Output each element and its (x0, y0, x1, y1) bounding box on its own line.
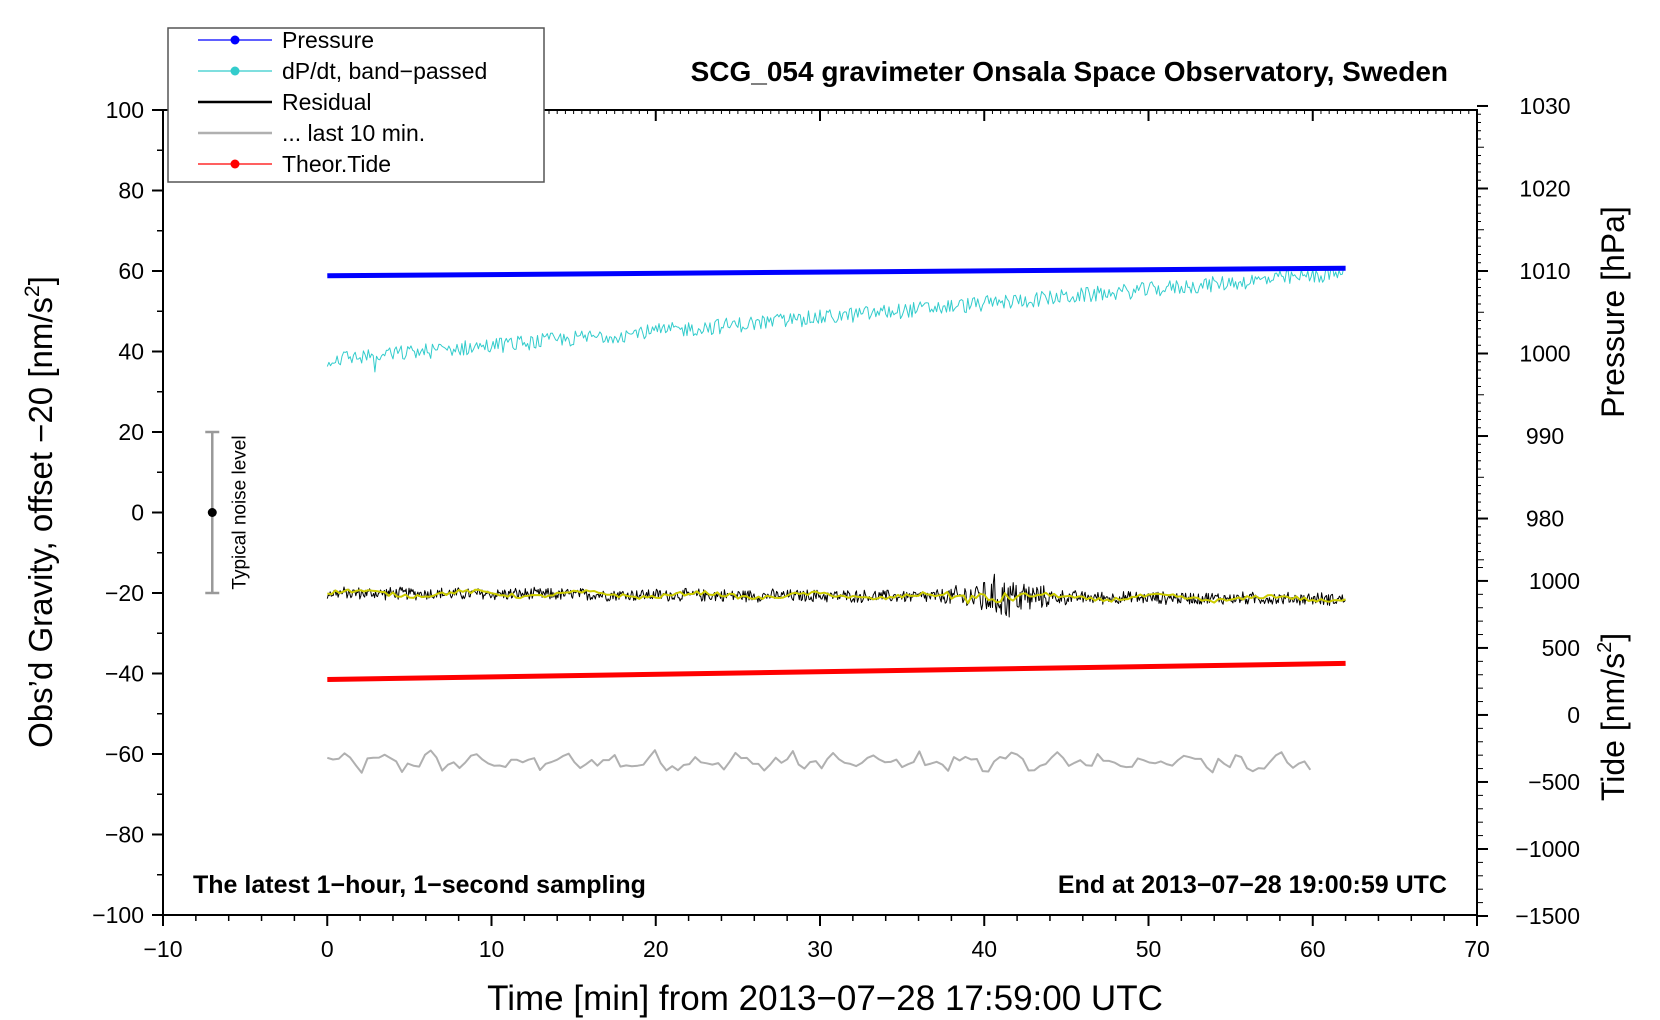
legend-swatch-marker (230, 159, 240, 169)
x-tick-label: 10 (479, 936, 505, 962)
x-tick-label: 70 (1464, 936, 1490, 962)
x-tick-label: 40 (971, 936, 997, 962)
series-dpdt (326, 265, 1345, 373)
left-axis-label-main: Obs’d Gravity, offset −20 [nm/s (22, 297, 59, 748)
chart-title: SCG_054 gravimeter Onsala Space Observat… (691, 56, 1448, 87)
y-tick-label: 100 (106, 97, 144, 123)
plot-frame (162, 109, 1478, 916)
series-theor-tide (327, 660, 1346, 682)
tick-labels: −10 0 10 20 30 40 50 60 70100806040200−20−40−60−… (92, 93, 1580, 962)
legend-label: Residual (282, 89, 372, 115)
tide-axis-label-sup: 2 (1594, 642, 1616, 653)
pressure-tick-label: 990 (1526, 423, 1564, 449)
data-series (326, 265, 1346, 774)
noise-indicator: Typical noise level (205, 430, 250, 595)
noise-center-dot (207, 508, 217, 517)
x-tick-label: 60 (1300, 936, 1326, 962)
y-tick-label: −80 (105, 822, 144, 848)
tide-tick-label: −1500 (1515, 903, 1580, 929)
left-axis-label-end: ] (22, 276, 59, 285)
tide-axis-label-main: Tide [nm/s (1595, 653, 1631, 801)
x-tick-label: 30 (807, 936, 833, 962)
tide-tick-label: −500 (1528, 769, 1580, 795)
tide-axis-label-end: ] (1595, 633, 1631, 642)
end-time-annotation: End at 2013−07−28 19:00:59 UTC (1058, 871, 1447, 899)
legend-swatch-marker (230, 66, 240, 76)
legend-label: ... last 10 min. (282, 120, 425, 146)
pressure-tick-label: 1030 (1519, 93, 1570, 119)
noise-indicator-label: Typical noise level (229, 435, 250, 589)
y-tick-label: 40 (118, 339, 144, 365)
legend-label: Theor.Tide (282, 151, 391, 177)
x-tick-label: 0 (321, 936, 334, 962)
pressure-tick-label: 1010 (1519, 258, 1570, 284)
tide-tick-label: 500 (1542, 635, 1580, 661)
sampling-annotation: The latest 1−hour, 1−second sampling (193, 871, 646, 899)
y-tick-label: 60 (118, 258, 144, 284)
y-tick-label: 0 (131, 500, 144, 526)
left-axis-label-sup: 2 (21, 285, 44, 297)
legend-swatch-marker (230, 35, 240, 45)
legend-label: dP/dt, band−passed (282, 58, 487, 84)
x-axis-label: Time [min] from 2013−07−28 17:59:00 UTC (487, 979, 1163, 1018)
y-tick-label: 80 (118, 178, 144, 204)
x-tick-label: 50 (1136, 936, 1162, 962)
y-tick-label: 20 (118, 419, 144, 445)
tide-tick-label: 1000 (1529, 568, 1580, 594)
x-tick-label: −10 (143, 936, 182, 962)
axis-ticks (152, 104, 1488, 926)
pressure-tick-label: 1000 (1519, 341, 1570, 367)
y-tick-label: −20 (105, 580, 144, 606)
pressure-tick-label: 1020 (1519, 175, 1570, 201)
y-tick-label: −40 (105, 661, 144, 687)
series-residual-smoothed (327, 588, 1346, 605)
y-tick-label: −60 (105, 741, 144, 767)
tide-axis-label: Tide [nm/s2] (1594, 633, 1631, 801)
legend: Pressure dP/dt, band−passed Residual ... la… (167, 27, 545, 183)
tide-tick-label: −1000 (1515, 836, 1580, 862)
y-tick-label: −100 (92, 902, 144, 928)
tide-tick-label: 0 (1567, 702, 1580, 728)
left-axis-label: Obs’d Gravity, offset −20 [nm/s2] (21, 276, 59, 748)
series-residual (326, 573, 1346, 618)
series-last-10-min (327, 749, 1312, 774)
pressure-tick-label: 980 (1526, 506, 1564, 532)
legend-label: Pressure (282, 27, 374, 53)
series-pressure (327, 265, 1346, 279)
x-tick-label: 20 (643, 936, 669, 962)
pressure-axis-label: Pressure [hPa] (1595, 206, 1631, 418)
legend-box (167, 27, 545, 183)
